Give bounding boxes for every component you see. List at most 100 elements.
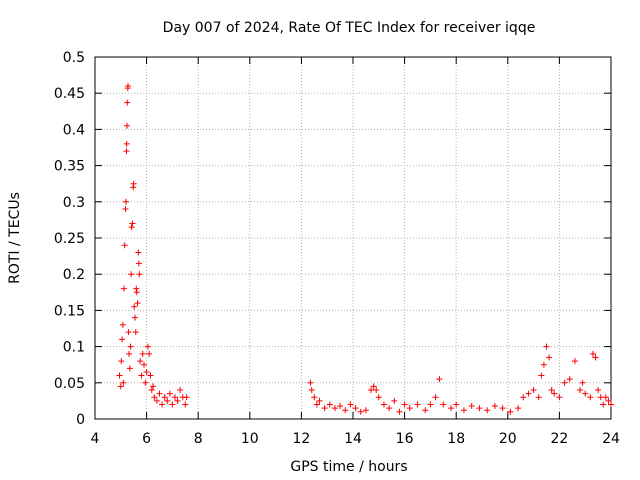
data-point bbox=[535, 394, 542, 401]
chart-grid bbox=[95, 57, 611, 419]
y-tick-label: 0.15 bbox=[54, 303, 85, 319]
data-point bbox=[128, 271, 135, 278]
data-point bbox=[422, 407, 429, 414]
data-point bbox=[579, 379, 586, 386]
data-point bbox=[174, 397, 181, 404]
data-point bbox=[507, 408, 514, 415]
data-point bbox=[169, 401, 176, 408]
data-point bbox=[119, 321, 126, 328]
data-point bbox=[546, 354, 553, 361]
data-point bbox=[161, 394, 168, 401]
data-point bbox=[595, 387, 602, 394]
x-tick-label: 24 bbox=[602, 431, 620, 447]
data-point bbox=[123, 122, 130, 129]
data-point bbox=[337, 402, 344, 409]
data-point bbox=[307, 379, 314, 386]
data-point bbox=[543, 343, 550, 350]
data-point bbox=[468, 402, 475, 409]
data-point bbox=[406, 405, 413, 412]
data-point bbox=[127, 343, 134, 350]
data-point bbox=[125, 82, 132, 89]
y-tick-label: 0.4 bbox=[63, 122, 85, 138]
x-tick-label: 6 bbox=[142, 431, 151, 447]
data-point bbox=[123, 148, 130, 155]
data-points bbox=[116, 82, 614, 415]
data-point bbox=[148, 387, 155, 394]
data-point bbox=[183, 394, 190, 401]
data-point bbox=[311, 394, 318, 401]
data-point bbox=[608, 401, 614, 408]
data-point bbox=[556, 394, 563, 401]
data-point bbox=[587, 394, 594, 401]
data-point bbox=[373, 387, 380, 394]
data-point bbox=[171, 394, 178, 401]
y-axis-label: ROTI / TECUs bbox=[7, 192, 23, 284]
y-tick-label: 0.05 bbox=[54, 376, 85, 392]
data-point bbox=[597, 394, 604, 401]
data-point bbox=[134, 300, 141, 307]
data-point bbox=[566, 376, 573, 383]
data-point bbox=[460, 407, 467, 414]
data-point bbox=[144, 343, 151, 350]
x-tick-label: 18 bbox=[447, 431, 465, 447]
data-point bbox=[347, 401, 354, 408]
data-point bbox=[122, 206, 129, 213]
data-point bbox=[121, 242, 128, 249]
data-point bbox=[150, 383, 157, 390]
data-point bbox=[525, 390, 532, 397]
data-point bbox=[582, 390, 589, 397]
data-point bbox=[159, 401, 166, 408]
data-point bbox=[561, 379, 568, 386]
data-point bbox=[453, 401, 460, 408]
data-point bbox=[380, 401, 387, 408]
data-point bbox=[602, 394, 609, 401]
data-point bbox=[147, 372, 154, 379]
data-point bbox=[375, 394, 382, 401]
data-point bbox=[401, 401, 408, 408]
data-point bbox=[515, 405, 522, 412]
data-point bbox=[368, 387, 375, 394]
y-tick-label: 0.45 bbox=[54, 86, 85, 102]
data-point bbox=[182, 401, 189, 408]
data-point bbox=[414, 401, 421, 408]
data-point bbox=[571, 358, 578, 365]
data-point bbox=[126, 365, 133, 372]
data-point bbox=[117, 383, 124, 390]
data-point bbox=[139, 350, 146, 357]
x-tick-label: 14 bbox=[344, 431, 362, 447]
data-point bbox=[118, 358, 125, 365]
data-point bbox=[520, 394, 527, 401]
data-point bbox=[164, 397, 171, 404]
data-point bbox=[146, 350, 153, 357]
data-point bbox=[138, 372, 145, 379]
x-tick-label: 20 bbox=[499, 431, 517, 447]
x-tick-label: 12 bbox=[292, 431, 310, 447]
y-tick-label: 0.35 bbox=[54, 159, 85, 175]
data-point bbox=[540, 361, 547, 368]
data-point bbox=[135, 260, 142, 267]
x-tick-label: 22 bbox=[550, 431, 568, 447]
data-point bbox=[136, 271, 143, 278]
data-point bbox=[135, 249, 142, 256]
data-point bbox=[131, 314, 138, 321]
data-point bbox=[126, 350, 133, 357]
data-point bbox=[177, 387, 184, 394]
data-point bbox=[589, 350, 596, 357]
data-point bbox=[538, 372, 545, 379]
data-point bbox=[342, 407, 349, 414]
data-point bbox=[592, 354, 599, 361]
data-point bbox=[427, 401, 434, 408]
data-point bbox=[396, 408, 403, 415]
data-point bbox=[448, 405, 455, 412]
data-point bbox=[153, 397, 160, 404]
data-point bbox=[370, 383, 377, 390]
data-point bbox=[308, 387, 315, 394]
y-tick-label: 0.3 bbox=[63, 195, 85, 211]
data-point bbox=[142, 379, 149, 386]
y-tick-label: 0.1 bbox=[63, 340, 85, 356]
data-point bbox=[119, 336, 126, 343]
y-tick-label: 0.5 bbox=[63, 50, 85, 66]
data-point bbox=[476, 405, 483, 412]
data-point bbox=[440, 401, 447, 408]
data-point bbox=[551, 390, 558, 397]
